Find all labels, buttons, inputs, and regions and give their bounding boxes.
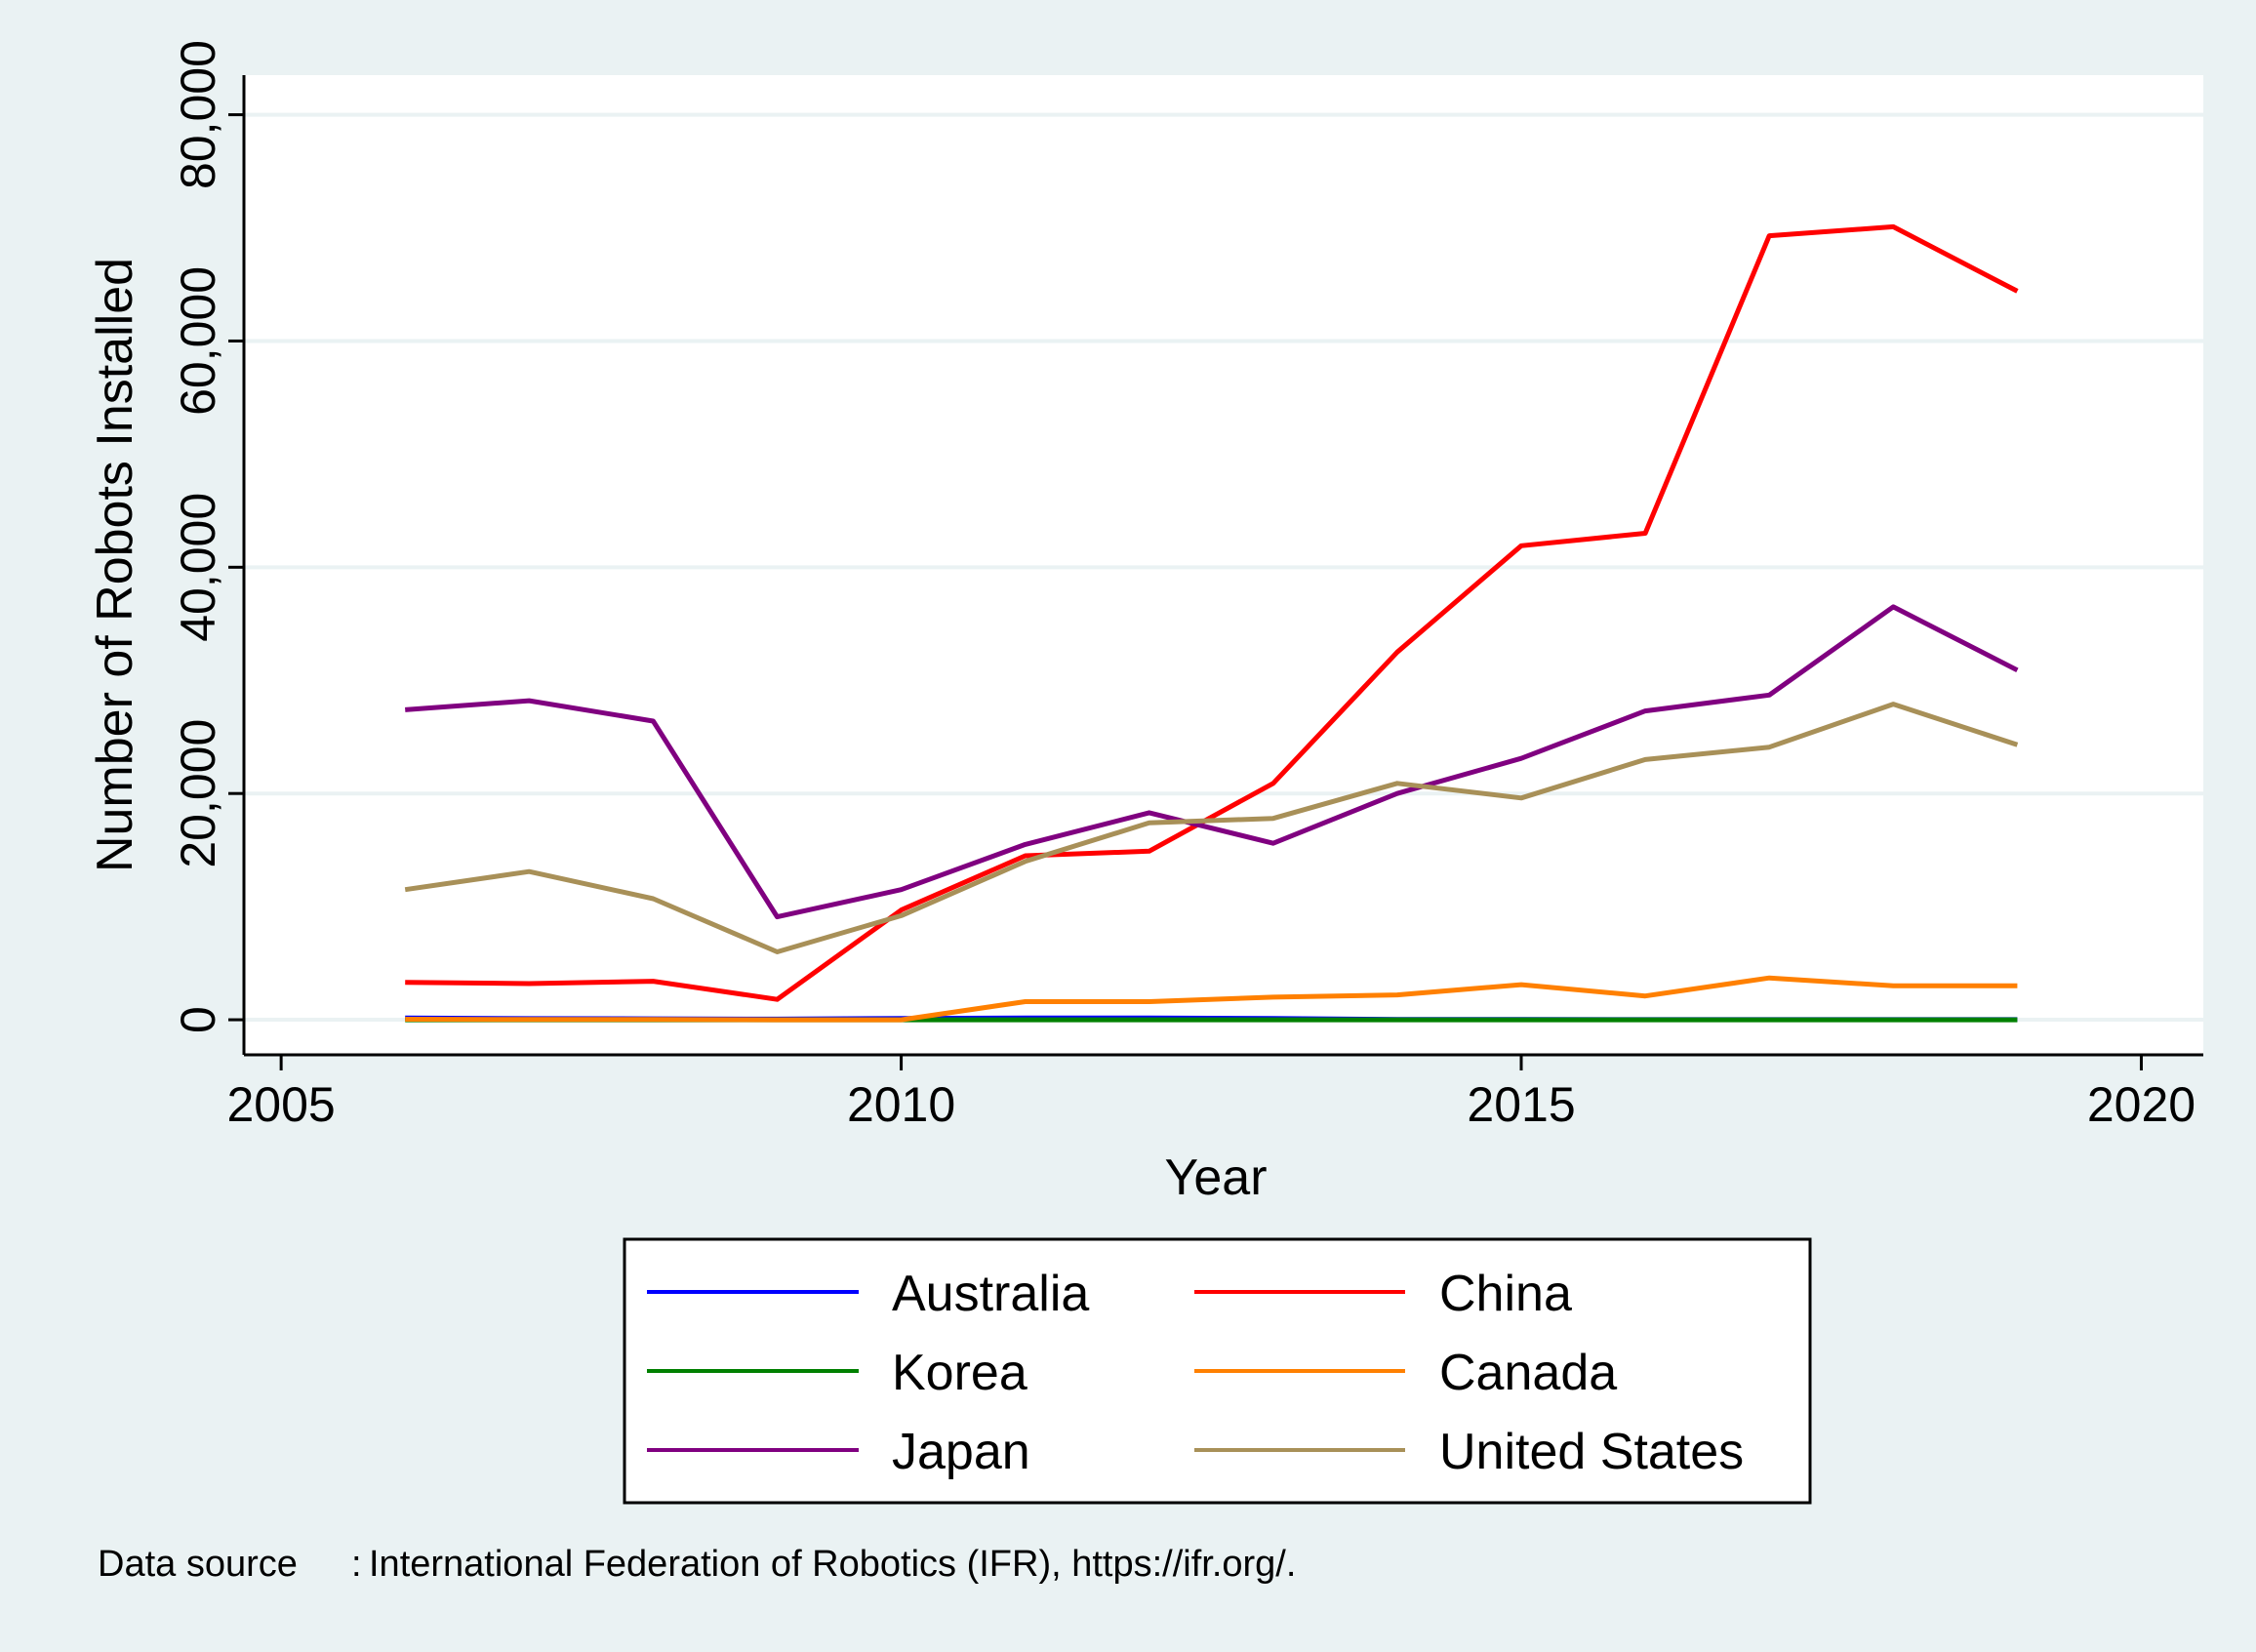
x-axis-ticks: 2005 2010 2015 2020 <box>227 1055 2196 1132</box>
y-axis-title: Number of Robots Installed <box>87 258 143 872</box>
legend-label-china: China <box>1439 1266 1572 1322</box>
y-tick-label-20000: 20,000 <box>171 719 225 868</box>
data-series <box>404 223 2019 1023</box>
series-line-china <box>405 223 2019 1002</box>
legend-label-japan: Japan <box>892 1424 1030 1480</box>
series-line-united-states <box>404 702 2019 954</box>
y-tick-label-80000: 80,000 <box>171 40 225 189</box>
legend-label-canada: Canada <box>1439 1345 1617 1401</box>
y-tick-label-40000: 40,000 <box>171 493 225 642</box>
data-source-text: International Federation of Robotics (IF… <box>369 1544 1296 1585</box>
legend-label-australia: Australia <box>892 1266 1089 1322</box>
data-source-label: Data source <box>98 1544 298 1585</box>
x-tick-label-2015: 2015 <box>1467 1077 1575 1132</box>
legend-label-korea: Korea <box>892 1345 1027 1401</box>
legend: Australia China Korea Canada Japan Unite… <box>623 1237 1812 1505</box>
y-tick-label-0: 0 <box>171 1006 225 1033</box>
data-source-separator: : <box>351 1544 362 1585</box>
x-tick-label-2020: 2020 <box>2087 1077 2196 1132</box>
legend-label-united-states: United States <box>1439 1424 1744 1480</box>
y-tick-label-60000: 60,000 <box>171 266 225 416</box>
x-axis-title: Year <box>1164 1149 1267 1206</box>
y-axis-ticks: 0 20,000 40,000 60,000 80,000 <box>171 40 244 1033</box>
series-line-canada <box>405 975 2018 1023</box>
x-tick-label-2005: 2005 <box>227 1077 336 1132</box>
series-line-japan <box>405 604 2019 920</box>
x-tick-label-2010: 2010 <box>847 1077 955 1132</box>
plot-area <box>244 75 2203 1055</box>
